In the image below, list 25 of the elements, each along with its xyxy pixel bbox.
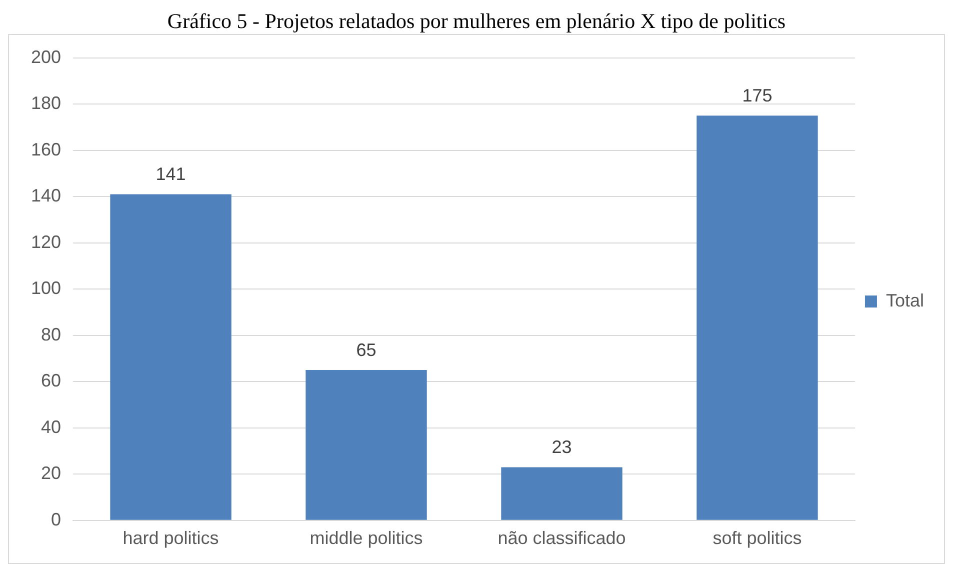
bar [110,194,232,520]
x-tick-label: soft politics [712,528,802,548]
y-tick-label: 160 [30,139,62,160]
y-tick-label: 60 [41,370,62,391]
y-tick-label: 120 [30,232,62,252]
y-tick-label: 140 [30,186,62,206]
bar [501,467,622,520]
data-label: 141 [156,164,186,184]
data-label: 65 [356,340,376,360]
y-tick-label: 40 [41,416,62,437]
y-tick-label: 200 [30,46,62,67]
bar [306,370,427,520]
data-label: 23 [552,437,572,458]
y-tick-label: 80 [41,324,62,344]
y-tick-label: 0 [51,509,62,530]
bar [696,116,818,520]
data-label: 175 [742,86,772,106]
legend-label: Total [886,290,924,310]
y-tick-label: 20 [41,463,62,484]
x-tick-label: hard politics [122,528,219,548]
x-tick-label: middle politics [310,528,423,548]
y-tick-label: 180 [30,93,62,114]
chart-title: Gráfico 5 - Projetos relatados por mulheres em plenário X tipo de politics [166,8,787,34]
x-tick-label: não classificado [498,528,626,548]
y-tick-label: 100 [30,278,62,298]
